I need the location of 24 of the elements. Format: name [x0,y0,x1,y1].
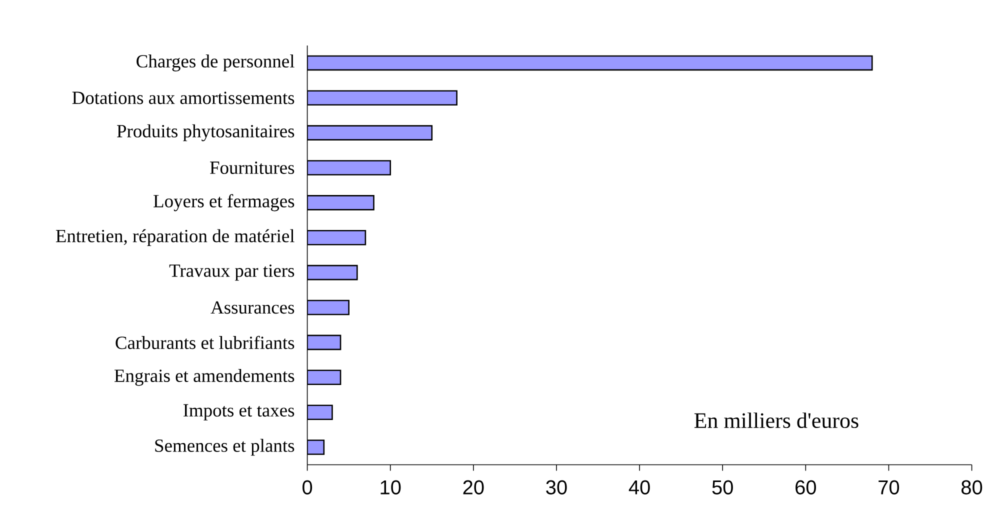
y-tick-label: Produits phytosanitaires [117,124,294,142]
bar [307,55,873,71]
y-tick-label: Loyers et fermages [154,194,294,212]
y-tick-label: Carburants et lubrifiants [116,336,294,350]
x-tick-label: 0 [302,480,312,494]
y-tick-label: Assurances [210,301,294,314]
x-tick-label: 10 [380,480,401,494]
y-tick-label: Semences et plants [155,438,294,456]
bar [307,264,358,280]
x-tick-label: 70 [878,480,900,494]
x-tick-label: 80 [962,480,982,494]
y-tick-label: Travaux par tiers [169,264,294,281]
y-tick-label: Charges de personnel [136,54,294,72]
x-tick-label: 20 [463,480,484,494]
y-tick-label: Impots et taxes [183,404,294,420]
x-tick-label: 50 [712,480,733,494]
y-tick-label: Engrais et amendements [114,368,294,386]
x-tick-label: 60 [796,480,816,494]
y-tick-label: Fournitures [210,162,294,174]
y-tick-label: Entretien, réparation de matériel [56,229,294,246]
x-tick-label: 40 [628,480,650,494]
x-tick-label: 30 [546,480,567,494]
annotation: En milliers d'euros [694,412,858,428]
y-tick-label: Dotations aux amortissements [72,92,294,104]
